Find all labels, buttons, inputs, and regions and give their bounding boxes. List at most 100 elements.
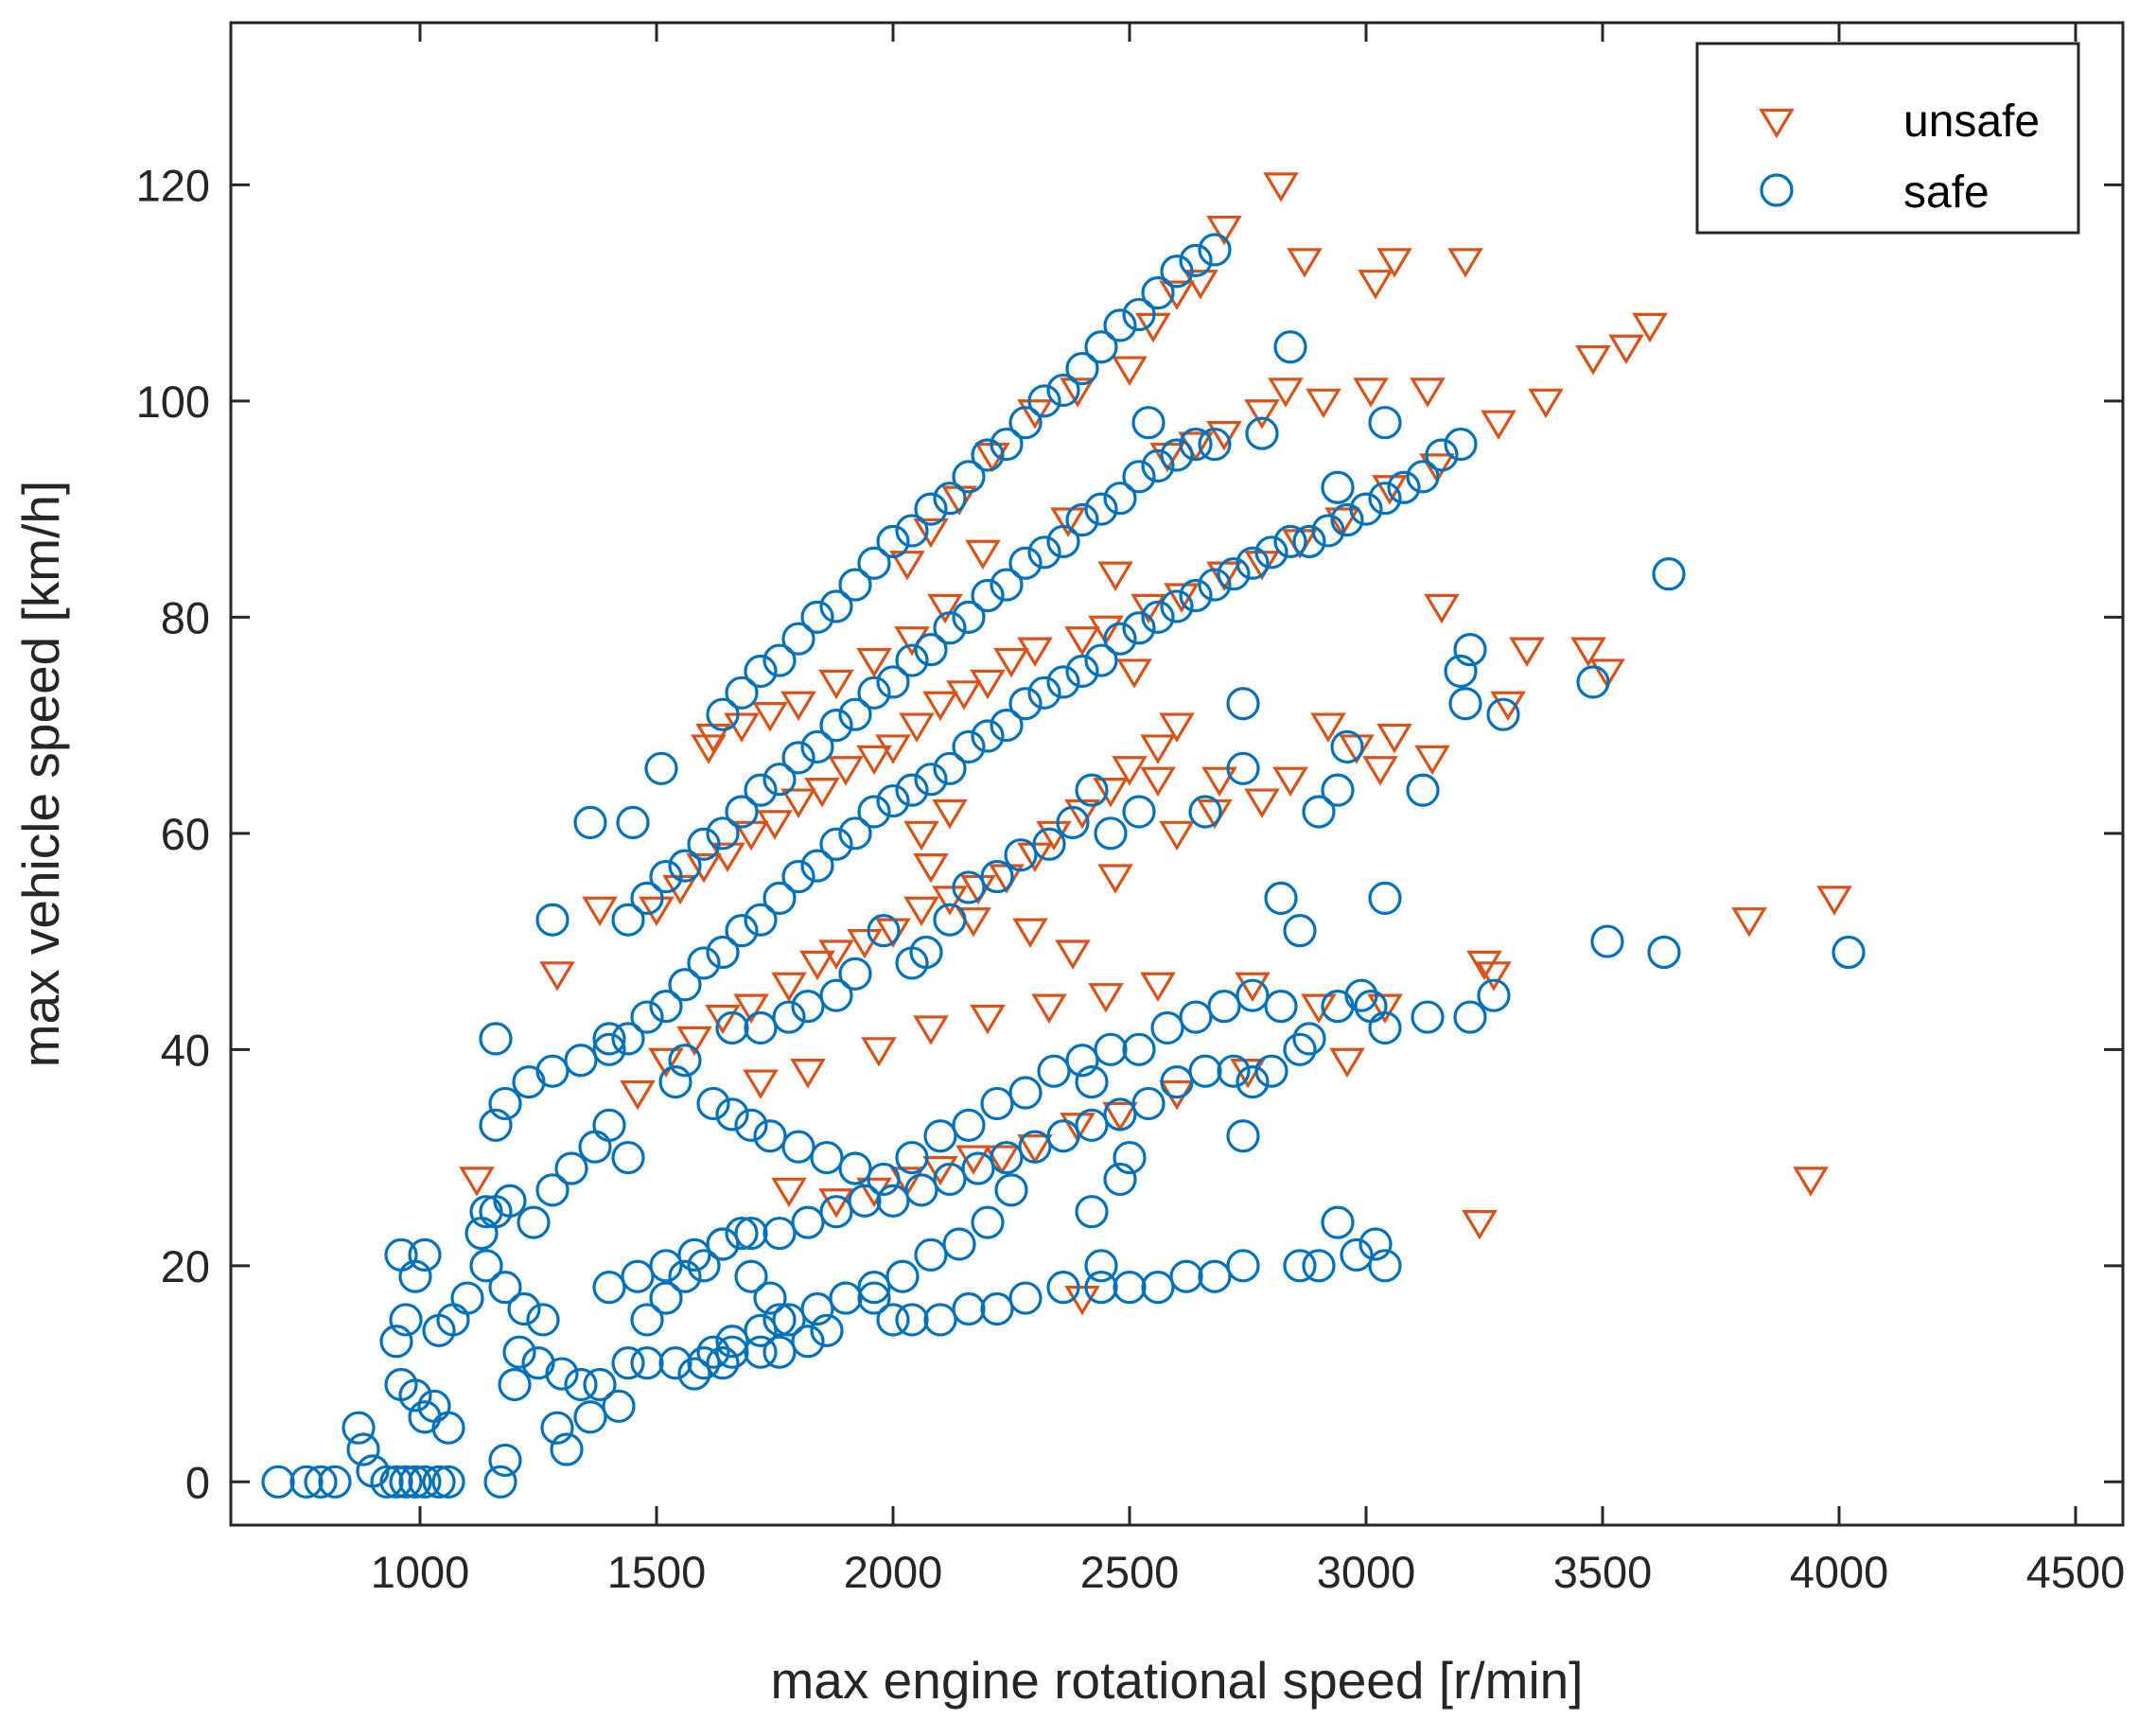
safe-point (1245, 416, 1279, 450)
safe-point (1453, 1000, 1487, 1034)
safe-point (592, 1108, 626, 1142)
safe-point (1207, 990, 1241, 1024)
safe-point (384, 1367, 418, 1402)
safe-point (715, 1335, 749, 1369)
unsafe-point (1060, 1113, 1096, 1143)
safe-point (1179, 243, 1213, 277)
safe-point (810, 1140, 844, 1175)
safe-point (1113, 1271, 1147, 1305)
safe-point (800, 1291, 834, 1326)
safe-point (469, 1249, 503, 1283)
safe-point (1084, 1249, 1118, 1283)
safe-point (611, 1022, 645, 1056)
safe-point (1160, 438, 1194, 472)
safe-point (583, 1367, 617, 1402)
unsafe-point (1268, 377, 1304, 408)
safe-point (876, 665, 910, 699)
safe-point (895, 946, 929, 980)
unsafe-point (1088, 983, 1124, 1013)
safe-point (1453, 633, 1487, 667)
unsafe-point (899, 712, 935, 743)
unsafe-point (780, 788, 816, 818)
safe-point (1425, 438, 1459, 472)
safe-point (895, 773, 929, 807)
unsafe-point (903, 896, 939, 927)
safe-point (1075, 773, 1109, 807)
safe-point (379, 1325, 413, 1359)
safe-point (1008, 546, 1043, 580)
safe-point (1094, 1032, 1128, 1066)
safe-point (1027, 535, 1061, 570)
safe-point (895, 514, 929, 548)
unsafe-point (771, 972, 807, 1003)
safe-point (734, 1108, 768, 1142)
safe-point (876, 524, 910, 558)
safe-point (800, 729, 834, 764)
safe-point (1226, 1249, 1260, 1283)
safe-point (1008, 406, 1043, 440)
safe-point (1406, 460, 1440, 494)
safe-point (791, 990, 825, 1024)
safe-point (550, 1432, 584, 1466)
safe-point (762, 881, 797, 915)
safe-point (1590, 924, 1624, 958)
unsafe-point (1731, 907, 1767, 938)
unsafe-point (861, 1037, 897, 1067)
safe-point (1368, 406, 1402, 440)
safe-point (706, 816, 740, 851)
safe-point (734, 1216, 768, 1251)
safe-point (1027, 384, 1061, 418)
safe-point (914, 763, 948, 797)
safe-point (1273, 524, 1307, 558)
safe-point (1236, 978, 1270, 1012)
unsafe-point (1112, 756, 1148, 786)
safe-point (1046, 1271, 1080, 1305)
safe-point (1832, 935, 1866, 970)
safe-point (535, 903, 570, 937)
safe-point (1217, 557, 1251, 591)
x-tick-label: 1500 (607, 1547, 707, 1597)
plot-frame (229, 21, 2125, 1527)
safe-point (554, 1151, 588, 1185)
safe-point (1103, 482, 1137, 516)
safe-point (1103, 1097, 1137, 1132)
safe-point (687, 1346, 721, 1380)
safe-point (744, 1335, 778, 1369)
unsafe-point (1012, 918, 1048, 948)
safe-point (1122, 297, 1156, 332)
safe-point (1283, 914, 1317, 948)
legend: unsafe safe (1695, 42, 2080, 235)
unsafe-point (970, 669, 1006, 700)
unsafe-point (1329, 1047, 1365, 1079)
safe-point (1122, 460, 1156, 494)
unsafe-point (1031, 993, 1067, 1024)
safe-point (923, 1119, 957, 1153)
safe-point (379, 1465, 413, 1499)
safe-point (668, 1044, 702, 1078)
safe-point (952, 729, 986, 764)
safe-point (971, 1205, 1005, 1239)
safe-point (762, 643, 797, 677)
safe-point (933, 482, 967, 516)
unsafe-point (1575, 345, 1611, 376)
safe-point (819, 589, 853, 623)
unsafe-point (1358, 270, 1394, 300)
unsafe-point (648, 1047, 684, 1079)
safe-point (1349, 492, 1383, 526)
unsafe-point (1632, 312, 1668, 343)
safe-point (923, 1303, 957, 1337)
safe-point (1160, 1064, 1194, 1099)
unsafe-point (818, 939, 854, 970)
safe-point (573, 1400, 607, 1434)
safe-point (592, 1032, 626, 1066)
safe-point (867, 914, 901, 948)
safe-point (1018, 1130, 1052, 1164)
safe-point (658, 1346, 692, 1380)
unsafe-point (1140, 972, 1176, 1003)
unsafe-point (1183, 270, 1218, 300)
safe-point (994, 1173, 1028, 1207)
safe-point (1198, 233, 1232, 267)
unsafe-point (733, 993, 769, 1024)
safe-point (1647, 935, 1681, 970)
safe-point (819, 708, 853, 743)
